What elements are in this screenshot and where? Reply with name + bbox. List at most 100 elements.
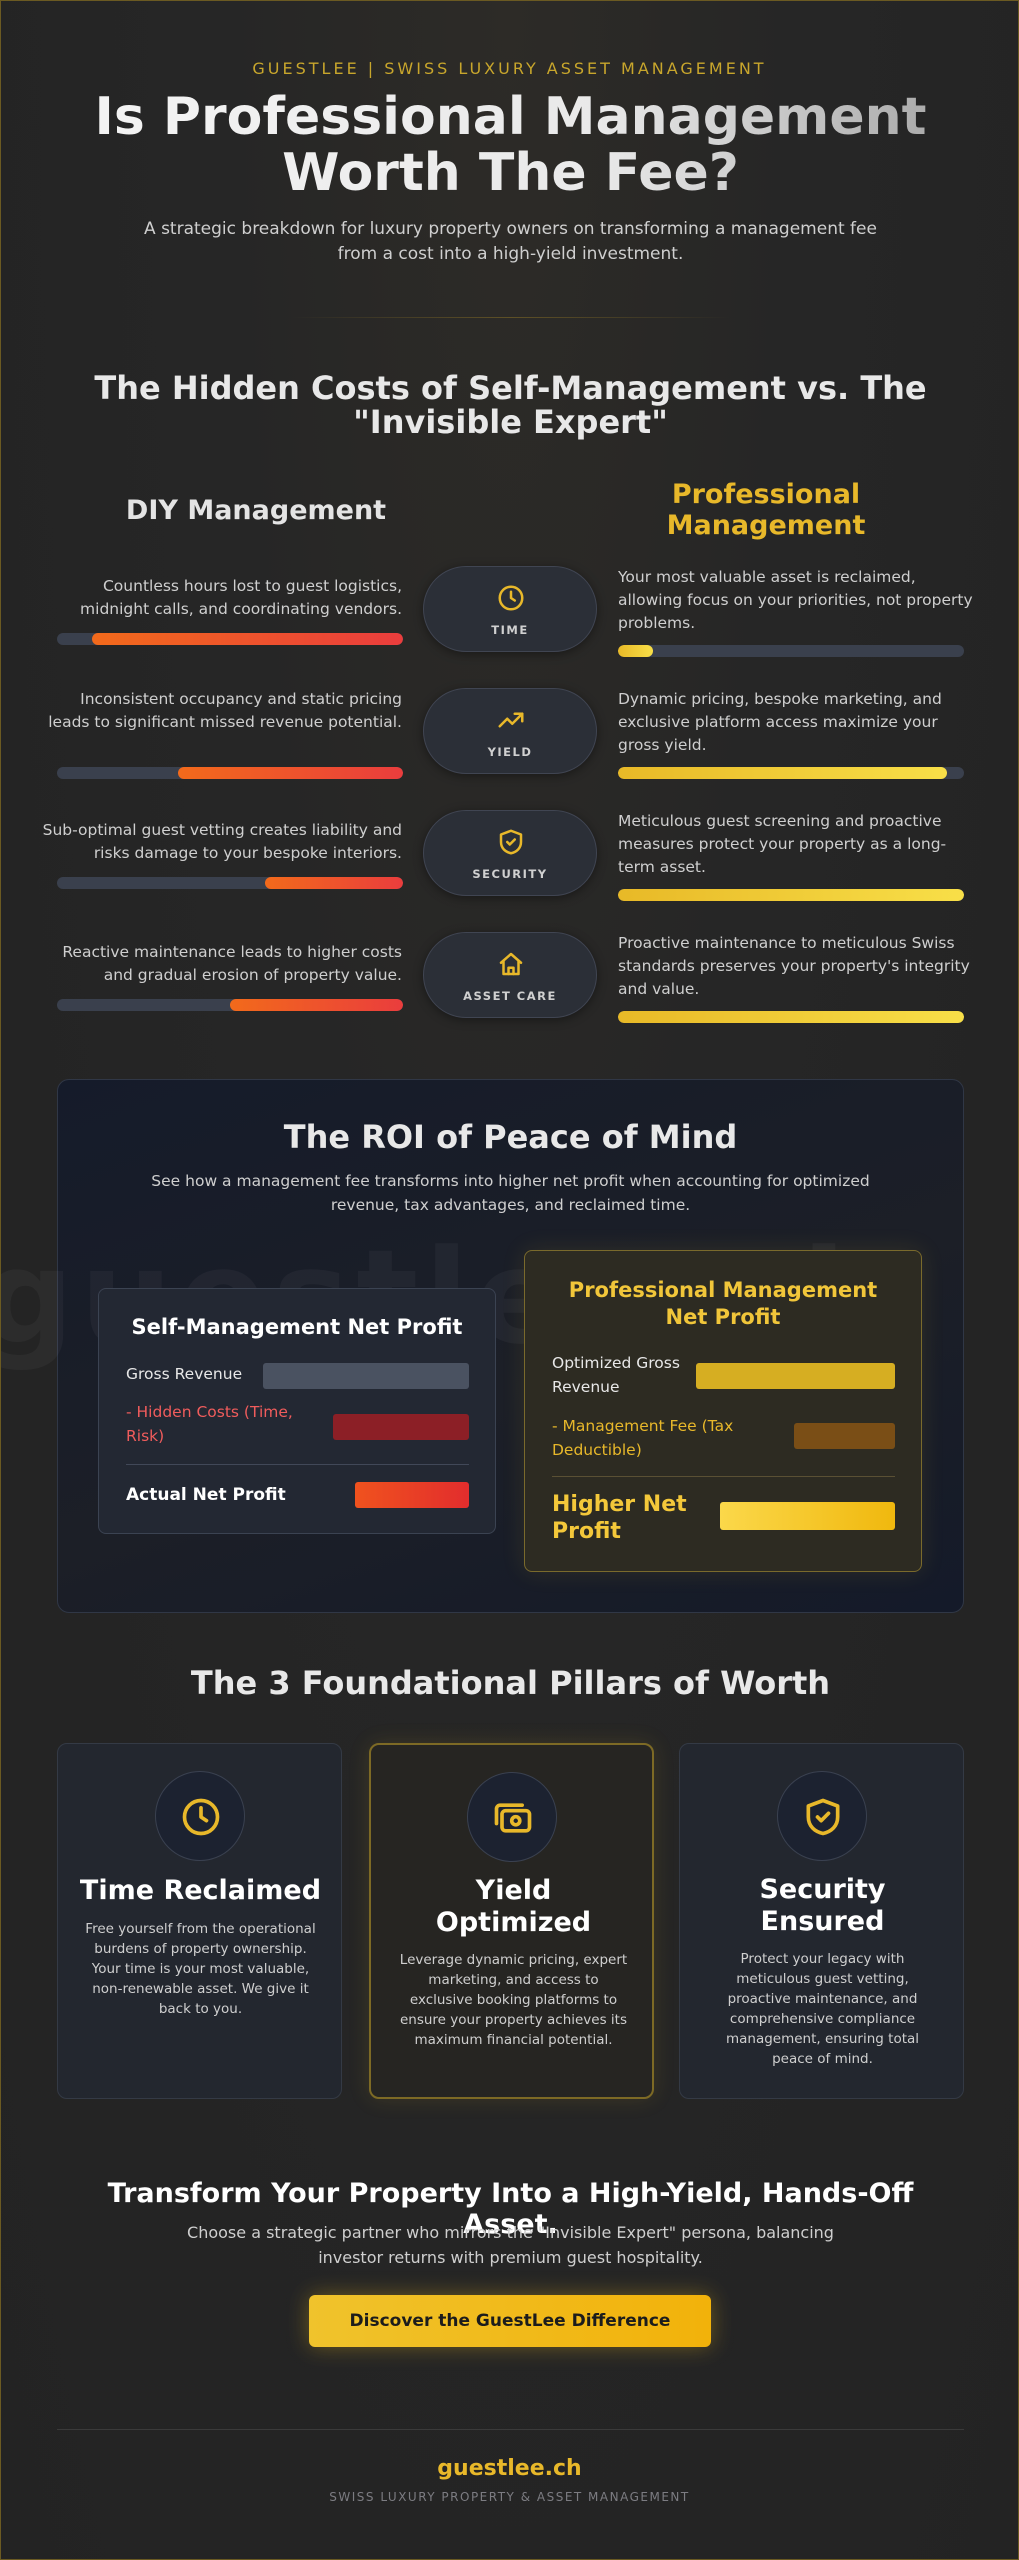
clock-icon <box>498 585 524 611</box>
comparison-title-line1: The Hidden Costs of Self-Management vs. … <box>94 369 927 407</box>
pillar-title: Time Reclaimed <box>73 1875 328 1907</box>
pro-description: Your most valuable asset is reclaimed, a… <box>618 568 973 632</box>
pillar-title: Yield Optimized <box>386 1875 641 1939</box>
page-title-line1: Is Professional Management <box>94 87 927 147</box>
pro-heading-line2: Management <box>666 510 866 541</box>
shield-check-icon <box>806 1798 840 1836</box>
footer-tagline: SWISS LUXURY PROPERTY & ASSET MANAGEMENT <box>329 2490 690 2504</box>
cta-subtitle: Choose a strategic partner who mirrors t… <box>187 2223 834 2267</box>
pillar-title: Security Ensured <box>695 1874 950 1938</box>
pro-heading-line1: Professional <box>671 479 861 510</box>
pro-description: Meticulous guest screening and proactive… <box>618 812 947 876</box>
higher-net-profit-bar <box>720 1502 895 1530</box>
diy-bar <box>57 877 403 889</box>
pro-bar-fill <box>618 889 964 901</box>
pillars-title: The 3 Foundational Pillars of Worth <box>190 1664 831 1702</box>
roi-subtitle: See how a management fee transforms into… <box>151 1172 870 1214</box>
footer-divider <box>57 2429 964 2430</box>
diy-description: Countless hours lost to guest logistics,… <box>80 577 402 618</box>
pro-card-title: Professional Management Net Profit <box>525 1277 921 1331</box>
self-management-card: Self-Management Net Profit Gross Revenue… <box>98 1288 496 1534</box>
diy-heading: DIY Management <box>125 495 387 526</box>
pillar-description: Leverage dynamic pricing, expert marketi… <box>399 1952 628 2048</box>
optimized-gross-bar <box>696 1363 895 1389</box>
pro-bar <box>618 767 964 779</box>
pillar-title-line2: Optimized <box>435 1907 592 1938</box>
diy-description: Sub-optimal guest vetting creates liabil… <box>42 821 402 862</box>
management-fee-label: - Management Fee (Tax Deductible) <box>552 1417 734 1459</box>
optimized-gross-label: Optimized Gross Revenue <box>552 1354 680 1396</box>
comparison-row-time: Countless hours lost to guest logistics,… <box>1 566 1018 676</box>
comparison-title-line2: "Invisible Expert" <box>353 403 668 441</box>
diy-bar-fill <box>264 877 403 889</box>
shield-check-icon <box>499 829 523 855</box>
footer-site-link[interactable]: guestlee.ch <box>437 2456 582 2481</box>
discover-cta-button[interactable]: Discover the GuestLee Difference <box>309 2295 711 2347</box>
pillar-title-line1: Yield <box>475 1875 552 1906</box>
gross-revenue-label: Gross Revenue <box>126 1365 243 1383</box>
pro-card-title-line1: Professional Management <box>568 1278 878 1302</box>
pillar-title-line1: Security <box>759 1874 886 1905</box>
pro-bar <box>618 645 964 657</box>
page-subtitle: A strategic breakdown for luxury propert… <box>144 219 877 264</box>
pillar-title-line1: Time Reclaimed <box>79 1875 322 1906</box>
section-divider <box>291 317 731 318</box>
pro-bar <box>618 889 964 901</box>
management-fee-bar <box>794 1423 895 1449</box>
pro-bar <box>618 1011 964 1023</box>
pro-bar-fill <box>618 1011 964 1023</box>
diy-bar <box>57 633 403 645</box>
pro-card-title-line2: Net Profit <box>665 1305 781 1329</box>
diy-description: Reactive maintenance leads to higher cos… <box>62 943 402 984</box>
pillar-description: Free yourself from the operational burde… <box>85 1921 316 2017</box>
diy-bar-fill <box>178 767 403 779</box>
brand-tagline: GUESTLEE | SWISS LUXURY ASSET MANAGEMENT <box>252 59 767 78</box>
trending-up-icon <box>498 712 524 728</box>
actual-net-profit-label: Actual Net Profit <box>126 1485 286 1505</box>
pillar-icon-circle <box>777 1771 867 1861</box>
category-label: YIELD <box>487 745 533 759</box>
page-title-line2: Worth The Fee? <box>282 143 739 203</box>
pillar-description: Protect your legacy with meticulous gues… <box>725 1951 920 2067</box>
total-divider <box>552 1476 895 1477</box>
pillar-title-line2: Ensured <box>760 1906 885 1937</box>
pro-description: Dynamic pricing, bespoke marketing, and … <box>618 690 942 754</box>
diy-bar-fill <box>91 633 403 645</box>
comparison-title: The Hidden Costs of Self-Management vs. … <box>61 371 960 439</box>
pillar-card-security: Security Ensured Protect your legacy wit… <box>679 1743 964 2099</box>
pro-bar-fill <box>618 645 653 657</box>
pro-bar-fill <box>618 767 947 779</box>
category-label: TIME <box>491 623 529 637</box>
category-pill-yield: YIELD <box>423 688 597 774</box>
category-label: ASSET CARE <box>463 989 557 1003</box>
self-card-title: Self-Management Net Profit <box>131 1315 463 1339</box>
pillar-icon-circle <box>155 1771 245 1861</box>
comparison-row-security: Sub-optimal guest vetting creates liabil… <box>1 810 1018 920</box>
diy-bar <box>57 767 403 779</box>
page-title: Is Professional Management Worth The Fee… <box>61 89 960 201</box>
clock-icon <box>182 1798 220 1836</box>
cash-icon <box>494 1803 532 1833</box>
pro-description: Proactive maintenance to meticulous Swis… <box>618 934 970 998</box>
category-pill-time: TIME <box>423 566 597 652</box>
home-icon <box>499 952 523 976</box>
hidden-costs-bar <box>333 1414 469 1440</box>
comparison-row-yield: Inconsistent occupancy and static pricin… <box>1 688 1018 798</box>
diy-bar <box>57 999 403 1011</box>
roi-title: The ROI of Peace of Mind <box>283 1118 738 1156</box>
actual-net-profit-bar <box>355 1482 469 1508</box>
pillar-card-yield: Yield Optimized Leverage dynamic pricing… <box>369 1743 654 2099</box>
pillar-card-time: Time Reclaimed Free yourself from the op… <box>57 1743 342 2099</box>
diy-bar-fill <box>230 999 403 1011</box>
category-label: SECURITY <box>472 867 548 881</box>
pro-heading: Professional Management <box>616 479 916 541</box>
category-pill-security: SECURITY <box>423 810 597 896</box>
cta-title: Transform Your Property Into a High-Yiel… <box>107 2178 914 2240</box>
pillar-icon-circle <box>467 1772 557 1862</box>
category-pill-asset-care: ASSET CARE <box>423 932 597 1018</box>
total-divider <box>126 1464 469 1465</box>
hidden-costs-label: - Hidden Costs (Time, Risk) <box>126 1403 293 1445</box>
comparison-row-asset-care: Reactive maintenance leads to higher cos… <box>1 932 1018 1042</box>
diy-description: Inconsistent occupancy and static pricin… <box>48 690 402 731</box>
